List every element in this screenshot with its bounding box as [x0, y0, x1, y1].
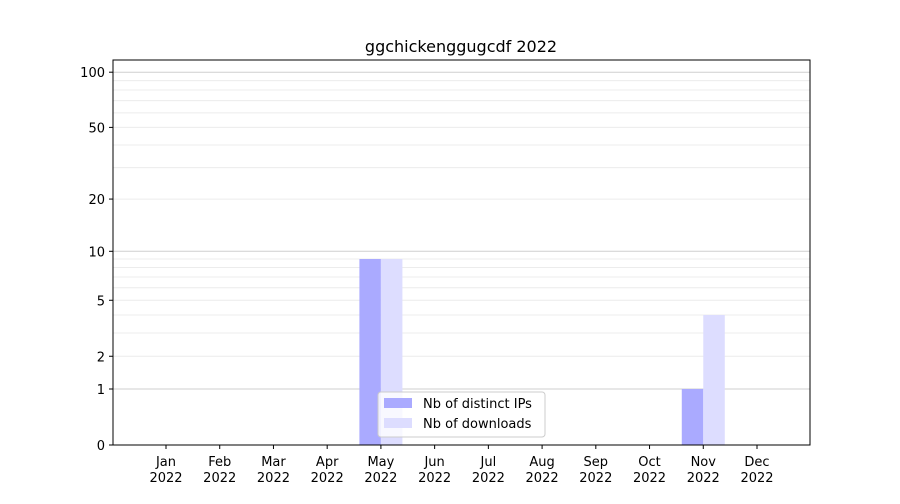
x-tick-label-line: Apr	[316, 455, 339, 470]
y-tick-label: 5	[97, 294, 105, 309]
x-tick-label: Aug 2022	[526, 455, 559, 486]
x-tick-label-line: 2022	[257, 471, 290, 486]
x-tick-label: May 2022	[364, 455, 397, 486]
bar-downloads	[703, 314, 725, 445]
x-tick-label: Jul 2022	[472, 455, 505, 486]
x-tick-label: Apr 2022	[311, 455, 344, 486]
x-tick-label-line: Feb	[208, 455, 231, 470]
x-tick-label-line: Dec	[744, 455, 769, 470]
x-tick-label-line: Oct	[638, 455, 660, 470]
x-tick-label-line: Mar	[261, 455, 286, 470]
y-tick-label: 1	[97, 383, 105, 398]
x-tick-label-line: 2022	[149, 471, 182, 486]
x-tick-label-line: 2022	[364, 471, 397, 486]
x-tick-label-line: 2022	[687, 471, 720, 486]
y-tick-label: 50	[88, 121, 105, 136]
x-tick-label-line: 2022	[203, 471, 236, 486]
x-tick-label-line: 2022	[311, 471, 344, 486]
legend-box	[377, 391, 546, 438]
y-tick-label: 10	[88, 245, 105, 260]
legend: Nb of distinct IPs Nb of downloads	[377, 391, 546, 438]
grid	[113, 71, 810, 390]
x-tick-label-line: Aug	[529, 455, 554, 470]
y-tick-label: 100	[80, 66, 105, 81]
x-tick-label-line: Sep	[584, 455, 609, 470]
bar-distinct-ips	[359, 259, 381, 445]
y-tick-label: 20	[88, 193, 105, 208]
x-tick-label: Feb 2022	[203, 455, 236, 486]
x-tick-label-line: Jan	[155, 455, 176, 470]
y-tick-label: 0	[97, 439, 105, 454]
bar-distinct-ips	[681, 389, 704, 445]
y-axis: 0 1 2 5 10 20 50 100	[80, 66, 113, 454]
chart-title: ggchickenggugcdf 2022	[365, 37, 557, 56]
x-tick-label-line: 2022	[579, 471, 612, 486]
x-tick-label-line: 2022	[418, 471, 451, 486]
legend-label: Nb of downloads	[423, 417, 532, 432]
x-tick-label-line: 2022	[526, 471, 559, 486]
x-tick-label-line: 2022	[740, 471, 773, 486]
x-tick-label: Jun 2022	[418, 455, 451, 486]
x-tick-label-line: Nov	[691, 455, 717, 470]
plot-frame	[112, 59, 811, 446]
x-tick-label: Nov 2022	[687, 455, 720, 486]
legend-swatch	[384, 398, 412, 408]
legend-label: Nb of distinct IPs	[423, 397, 532, 412]
x-tick-label: Mar 2022	[257, 455, 290, 486]
x-tick-label-line: 2022	[633, 471, 666, 486]
x-tick-label-line: May	[367, 455, 394, 470]
x-tick-label: Sep 2022	[579, 455, 612, 486]
x-tick-label: Oct 2022	[633, 455, 666, 486]
y-tick-label: 2	[97, 350, 105, 365]
x-tick-label-line: Jul	[480, 455, 497, 470]
x-tick-label: Dec 2022	[740, 455, 773, 486]
x-tick-label: Jan 2022	[149, 455, 182, 486]
legend-swatch	[384, 418, 412, 428]
x-tick-label-line: Jun	[423, 455, 444, 470]
x-tick-label-line: 2022	[472, 471, 505, 486]
